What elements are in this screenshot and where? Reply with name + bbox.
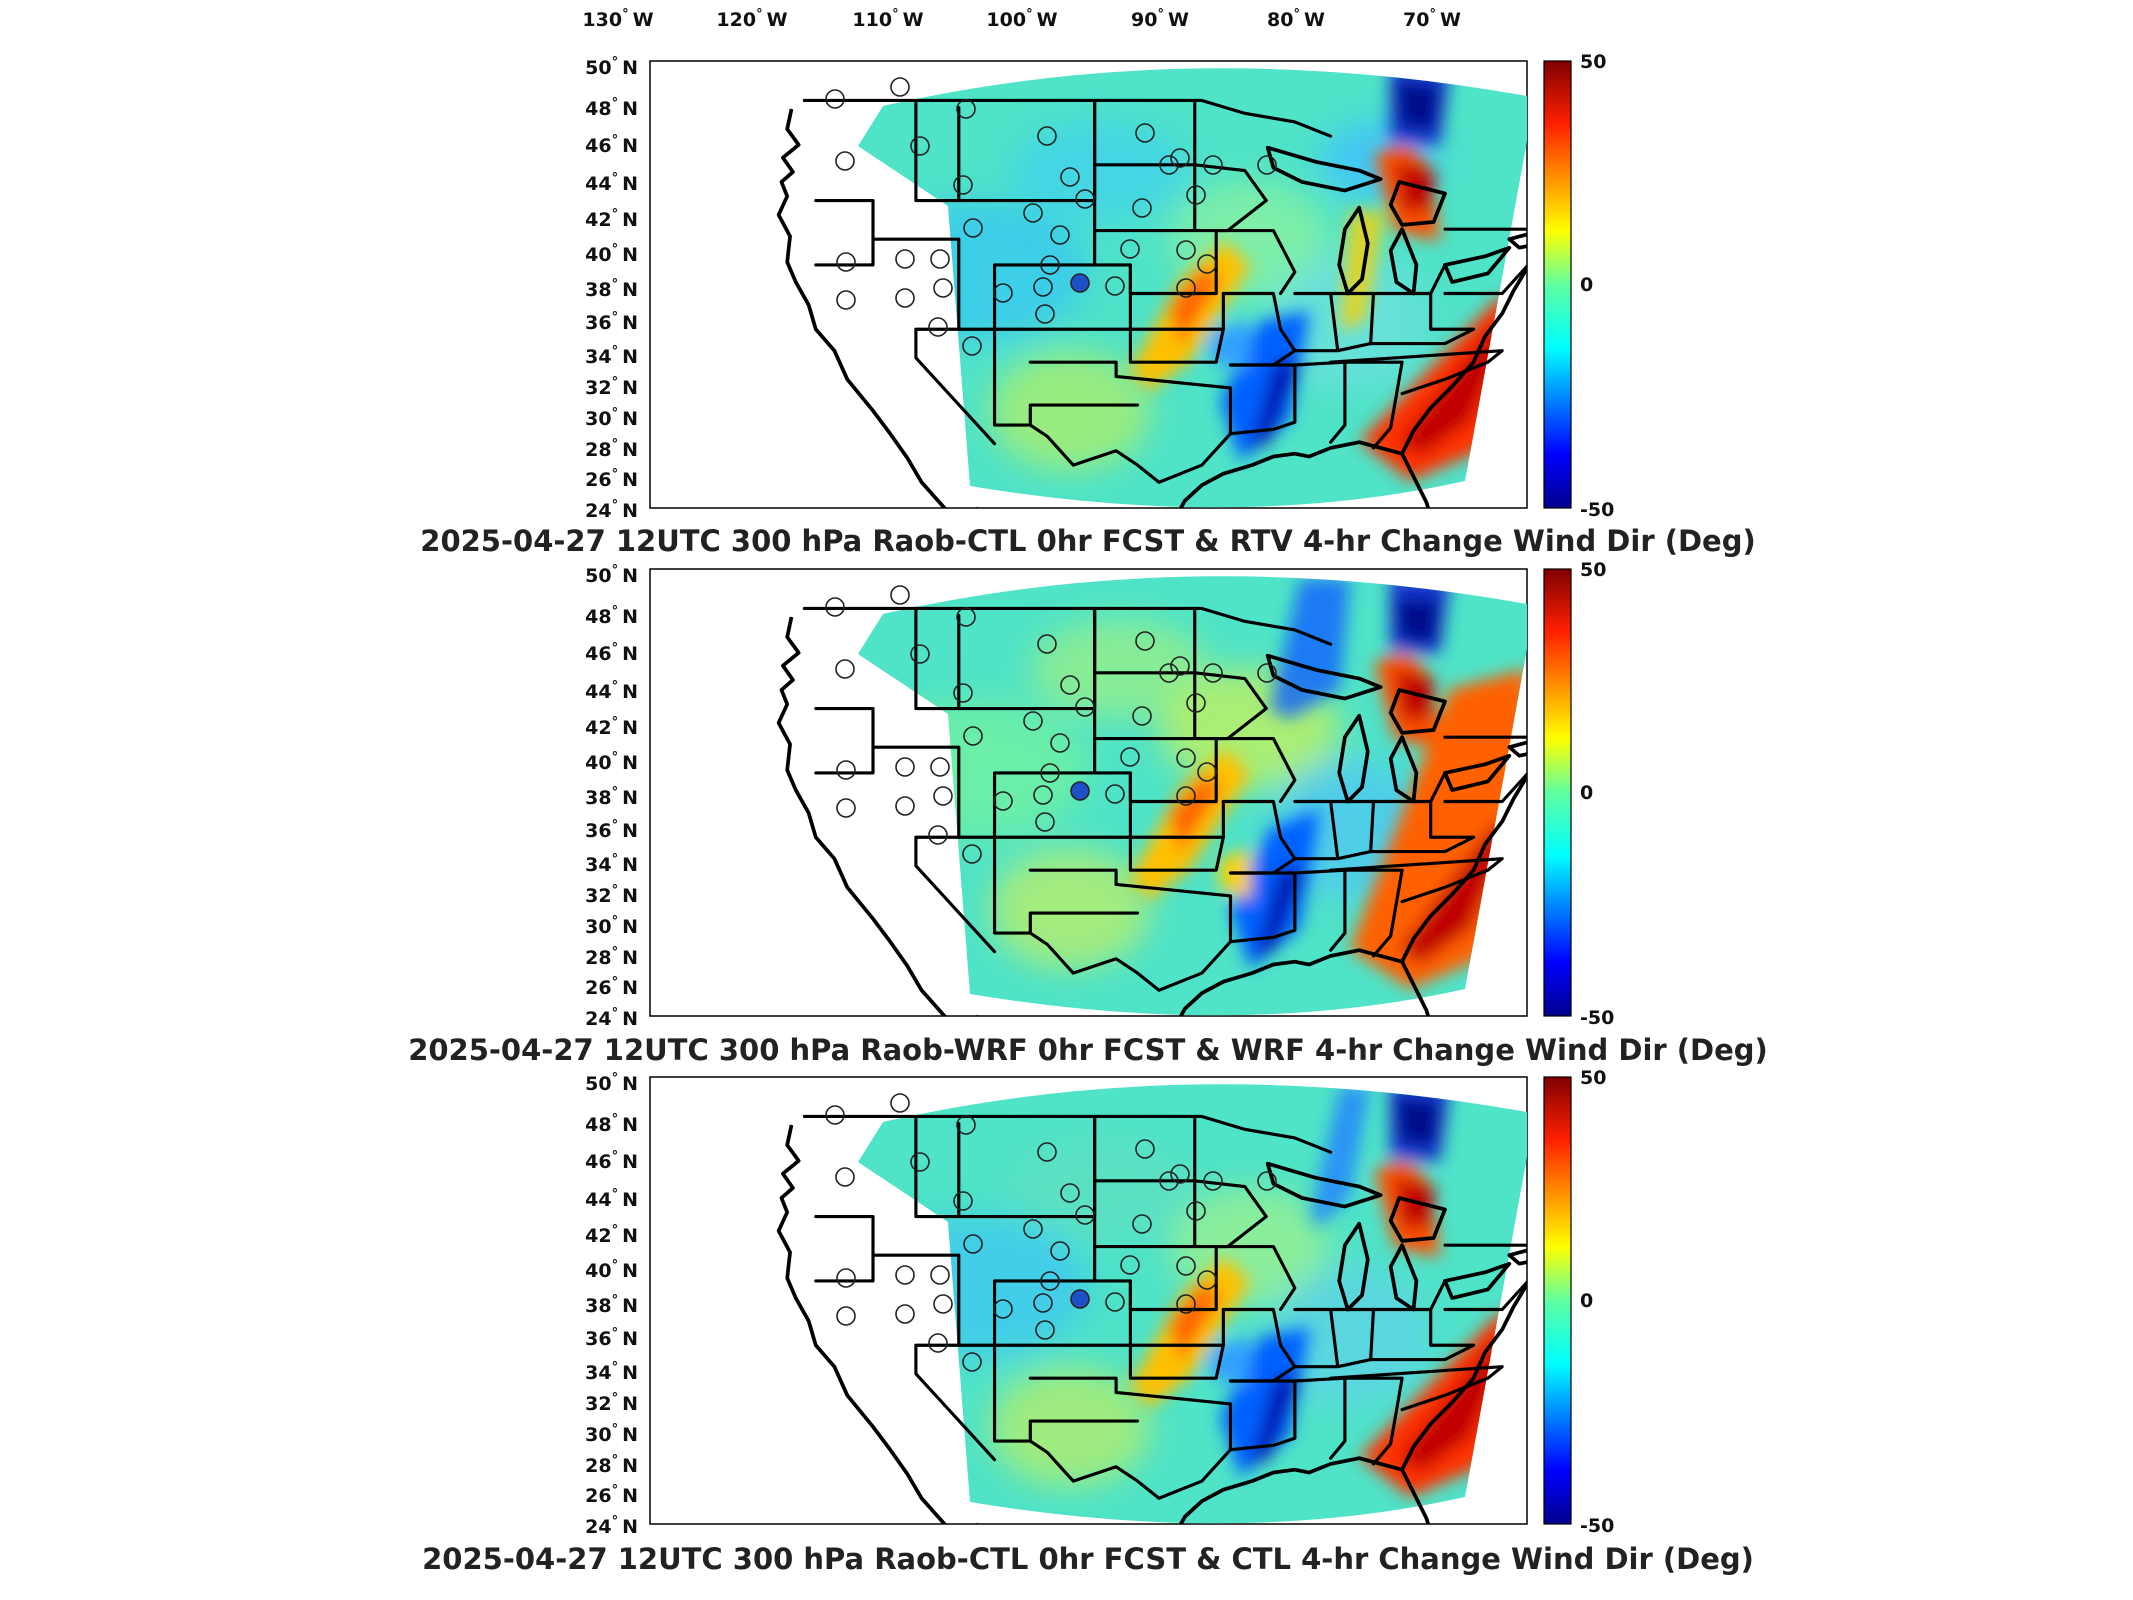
panel-3-title: 2025-04-27 12UTC 300 hPa Raob-CTL 0hr FC… — [422, 1542, 1754, 1576]
lat-label-36: 36° N — [585, 310, 638, 334]
lat-label-42: 42° N — [585, 1223, 638, 1247]
lon-label-130: 130° W — [582, 7, 653, 31]
panel-2-title: 2025-04-27 12UTC 300 hPa Raob-WRF 0hr FC… — [408, 1033, 1768, 1067]
lon-label-70: 70° W — [1403, 7, 1461, 31]
colorbar-min-label: -50 — [1580, 499, 1614, 521]
lon-label-80: 80° W — [1267, 7, 1325, 31]
latitude-labels-panel-1: 50° N 48° N 46° N 44° N 42° N 40° N 38° N 36° N 34° N 32° N… — [585, 55, 638, 522]
lat-label-38: 38° N — [585, 1293, 638, 1317]
lat-label-24: 24° N — [585, 1006, 638, 1030]
longitude-labels: 130° W 120° W 110° W 100° W 90° W 80° W 70° W — [582, 7, 1461, 31]
lat-label-24: 24° N — [585, 1514, 638, 1538]
lat-label-28: 28° N — [585, 437, 638, 461]
lat-label-30: 30° N — [585, 1422, 638, 1446]
lat-label-28: 28° N — [585, 1453, 638, 1477]
panel-1-title: 2025-04-27 12UTC 300 hPa Raob-CTL 0hr FC… — [420, 524, 1755, 558]
lon-label-90: 90° W — [1131, 7, 1189, 31]
lon-label-120: 120° W — [716, 7, 787, 31]
lat-label-44: 44° N — [585, 1187, 638, 1211]
colorbar-panel-1: 50 0 -50 — [1543, 51, 1614, 521]
lat-label-32: 32° N — [585, 375, 638, 399]
latitude-labels-panel-2: 50° N 48° N 46° N 44° N 42° N 40° N 38° N 36° N 34° N 32° N… — [585, 563, 638, 1030]
colorbar-min-label: -50 — [1580, 1007, 1614, 1029]
lat-label-26: 26° N — [585, 1483, 638, 1507]
colorbar-mid-label: 0 — [1580, 274, 1593, 296]
lat-label-48: 48° N — [585, 96, 638, 120]
lat-label-26: 26° N — [585, 467, 638, 491]
lat-label-28: 28° N — [585, 945, 638, 969]
map-panel-1 — [649, 60, 1528, 509]
lat-label-50: 50° N — [585, 1071, 638, 1095]
lat-label-30: 30° N — [585, 406, 638, 430]
lat-label-32: 32° N — [585, 883, 638, 907]
lat-label-48: 48° N — [585, 1112, 638, 1136]
lon-label-110: 110° W — [852, 7, 923, 31]
lat-label-32: 32° N — [585, 1391, 638, 1415]
colorbar-min-label: -50 — [1580, 1515, 1614, 1537]
map-panel-2 — [649, 568, 1528, 1017]
lat-label-26: 26° N — [585, 975, 638, 999]
lat-label-40: 40° N — [585, 242, 638, 266]
lat-label-42: 42° N — [585, 715, 638, 739]
colorbar-max-label: 50 — [1580, 51, 1606, 73]
lat-label-36: 36° N — [585, 818, 638, 842]
colorbar-mid-label: 0 — [1580, 1290, 1593, 1312]
lat-label-44: 44° N — [585, 679, 638, 703]
colorbar-max-label: 50 — [1580, 1067, 1606, 1089]
colorbar-max-label: 50 — [1580, 559, 1606, 581]
lat-label-40: 40° N — [585, 1258, 638, 1282]
colorbar-panel-2: 50 0 -50 — [1543, 559, 1614, 1029]
lat-label-36: 36° N — [585, 1326, 638, 1350]
lat-label-38: 38° N — [585, 785, 638, 809]
colorbar-mid-label: 0 — [1580, 782, 1593, 804]
lat-label-40: 40° N — [585, 750, 638, 774]
lat-label-46: 46° N — [585, 1149, 638, 1173]
lat-label-34: 34° N — [585, 852, 638, 876]
lat-label-44: 44° N — [585, 171, 638, 195]
lat-label-50: 50° N — [585, 563, 638, 587]
colorbar-panel-3: 50 0 -50 — [1543, 1067, 1614, 1537]
lat-label-46: 46° N — [585, 133, 638, 157]
lon-label-100: 100° W — [986, 7, 1057, 31]
lat-label-34: 34° N — [585, 1360, 638, 1384]
lat-label-34: 34° N — [585, 344, 638, 368]
lat-label-46: 46° N — [585, 641, 638, 665]
map-panel-3 — [649, 1076, 1528, 1525]
latitude-labels-panel-3: 50° N 48° N 46° N 44° N 42° N 40° N 38° N 36° N 34° N 32° N… — [585, 1071, 638, 1538]
lat-label-24: 24° N — [585, 498, 638, 522]
lat-label-50: 50° N — [585, 55, 638, 79]
lat-label-42: 42° N — [585, 207, 638, 231]
lat-label-38: 38° N — [585, 277, 638, 301]
lat-label-48: 48° N — [585, 604, 638, 628]
field-layer — [858, 68, 1527, 508]
lat-label-30: 30° N — [585, 914, 638, 938]
